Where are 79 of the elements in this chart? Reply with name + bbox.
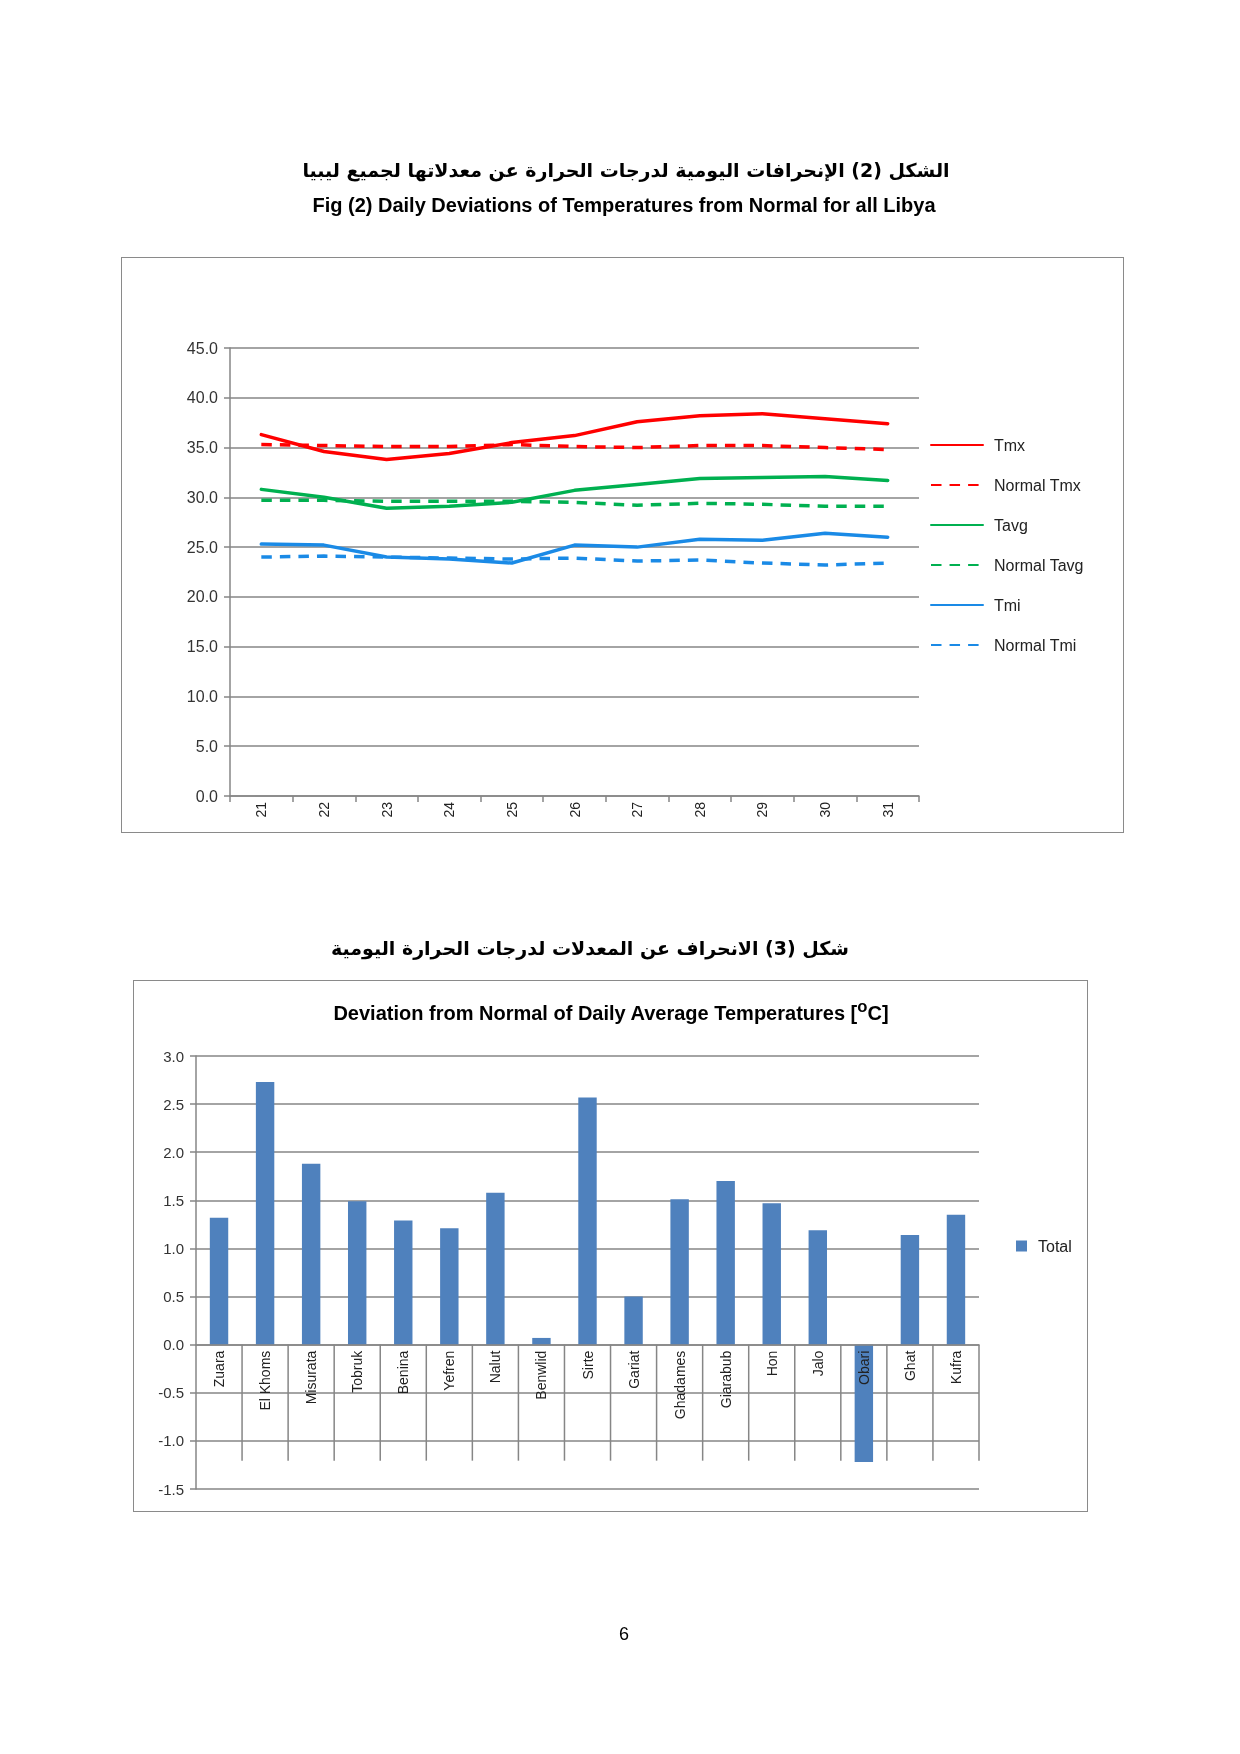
- x-tick-label: Gariat: [625, 1350, 642, 1389]
- y-tick-label: 5.0: [195, 737, 219, 755]
- x-tick-label: 23: [378, 801, 395, 818]
- bar: [209, 1217, 229, 1345]
- x-tick-label: Misurata: [303, 1350, 320, 1405]
- y-tick-label: 0.5: [163, 1288, 184, 1306]
- legend-label: Tmi: [994, 596, 1021, 614]
- y-tick-label: -1.0: [158, 1432, 184, 1450]
- x-tick-label: 26: [566, 801, 583, 818]
- bar: [394, 1220, 413, 1345]
- bar: [762, 1203, 781, 1345]
- x-tick-label: 22: [315, 801, 332, 818]
- x-tick-label: 27: [629, 801, 646, 818]
- x-tick-label: 25: [503, 801, 520, 818]
- bar: [486, 1192, 505, 1345]
- bar: [946, 1214, 966, 1345]
- x-tick-label: 30: [817, 801, 834, 818]
- y-tick-label: 1.0: [163, 1239, 184, 1257]
- x-tick-label: Ghat: [901, 1350, 918, 1382]
- bar: [900, 1234, 920, 1345]
- y-tick-label: 15.0: [186, 638, 219, 656]
- line-series: [259, 474, 890, 511]
- x-tick-label: Yefren: [441, 1350, 458, 1391]
- y-tick-label: 1.5: [163, 1191, 184, 1209]
- x-tick-label: 21: [253, 801, 270, 818]
- x-tick-label: Zuara: [211, 1350, 228, 1388]
- legend-label: Tavg: [994, 516, 1028, 534]
- x-tick-label: 29: [754, 801, 771, 818]
- y-tick-label: -0.5: [158, 1384, 184, 1402]
- legend-label: Normal Tmi: [994, 636, 1077, 654]
- bar: [440, 1228, 459, 1345]
- line-series: [259, 531, 890, 565]
- legend-label: Normal Tavg: [994, 556, 1084, 574]
- y-tick-label: 45.0: [186, 339, 219, 357]
- x-tick-label: 31: [879, 801, 896, 818]
- legend-label: Normal Tmx: [994, 476, 1081, 494]
- y-tick-label: 35.0: [186, 439, 219, 457]
- x-tick-label: Jalo: [809, 1350, 826, 1377]
- bar: [808, 1230, 828, 1345]
- legend-label: Total: [1038, 1237, 1072, 1255]
- chart-subtitle: Fig (2) Daily Deviations of Temperatures from Normal for all Libya: [312, 193, 936, 217]
- x-tick-label: Sirte: [579, 1350, 596, 1380]
- bar: [347, 1201, 367, 1345]
- x-tick-label: Obari: [855, 1350, 872, 1385]
- line-series: [259, 411, 890, 462]
- x-tick-label: Ghadames: [671, 1350, 688, 1420]
- bar: [255, 1081, 275, 1345]
- y-tick-label: 2.0: [163, 1143, 184, 1161]
- y-tick-label: 2.5: [163, 1095, 184, 1113]
- y-tick-label: 25.0: [186, 538, 219, 556]
- bar: [624, 1296, 643, 1345]
- y-tick-label: 30.0: [186, 488, 219, 506]
- x-tick-label: Tobruk: [349, 1349, 366, 1393]
- y-tick-label: 20.0: [186, 588, 219, 606]
- x-tick-label: Hon: [763, 1350, 780, 1377]
- y-tick-label: 0.0: [163, 1336, 184, 1354]
- legend-label: Tmx: [994, 436, 1026, 454]
- x-tick-label: El Khoms: [257, 1350, 274, 1411]
- x-tick-label: 24: [441, 801, 458, 818]
- x-tick-label: Kufra: [947, 1350, 964, 1385]
- y-tick-label: 10.0: [186, 687, 219, 705]
- bar: [578, 1097, 597, 1345]
- y-tick-label: 3.0: [163, 1047, 184, 1065]
- bar: [670, 1199, 689, 1345]
- x-tick-label: Nalut: [487, 1350, 504, 1384]
- text: 6: [618, 1624, 630, 1645]
- chart-subtitle: Deviation from Normal of Daily Average Temperatures [$^{o}$C]: [333, 997, 889, 1025]
- y-tick-label: 0.0: [195, 787, 219, 805]
- x-tick-label: Giarabub: [717, 1350, 734, 1409]
- bar: [716, 1181, 735, 1345]
- x-tick-label: 28: [691, 801, 708, 818]
- y-tick-label: 40.0: [186, 389, 219, 407]
- bar: [532, 1337, 551, 1345]
- x-tick-label: Benwlid: [533, 1350, 550, 1400]
- y-tick-label: -1.5: [158, 1480, 184, 1498]
- x-tick-label: Benina: [395, 1350, 412, 1395]
- chart-title: شكل (3) الانحراف عن المعدلات لدرجات الحرارة اليومية: [330, 937, 850, 960]
- chart-title: الشكل (2) الإنحرافات اليومية لدرجات الحرارة عن معدلاتها لجميع ليبيا: [302, 159, 950, 182]
- bar: [301, 1163, 321, 1345]
